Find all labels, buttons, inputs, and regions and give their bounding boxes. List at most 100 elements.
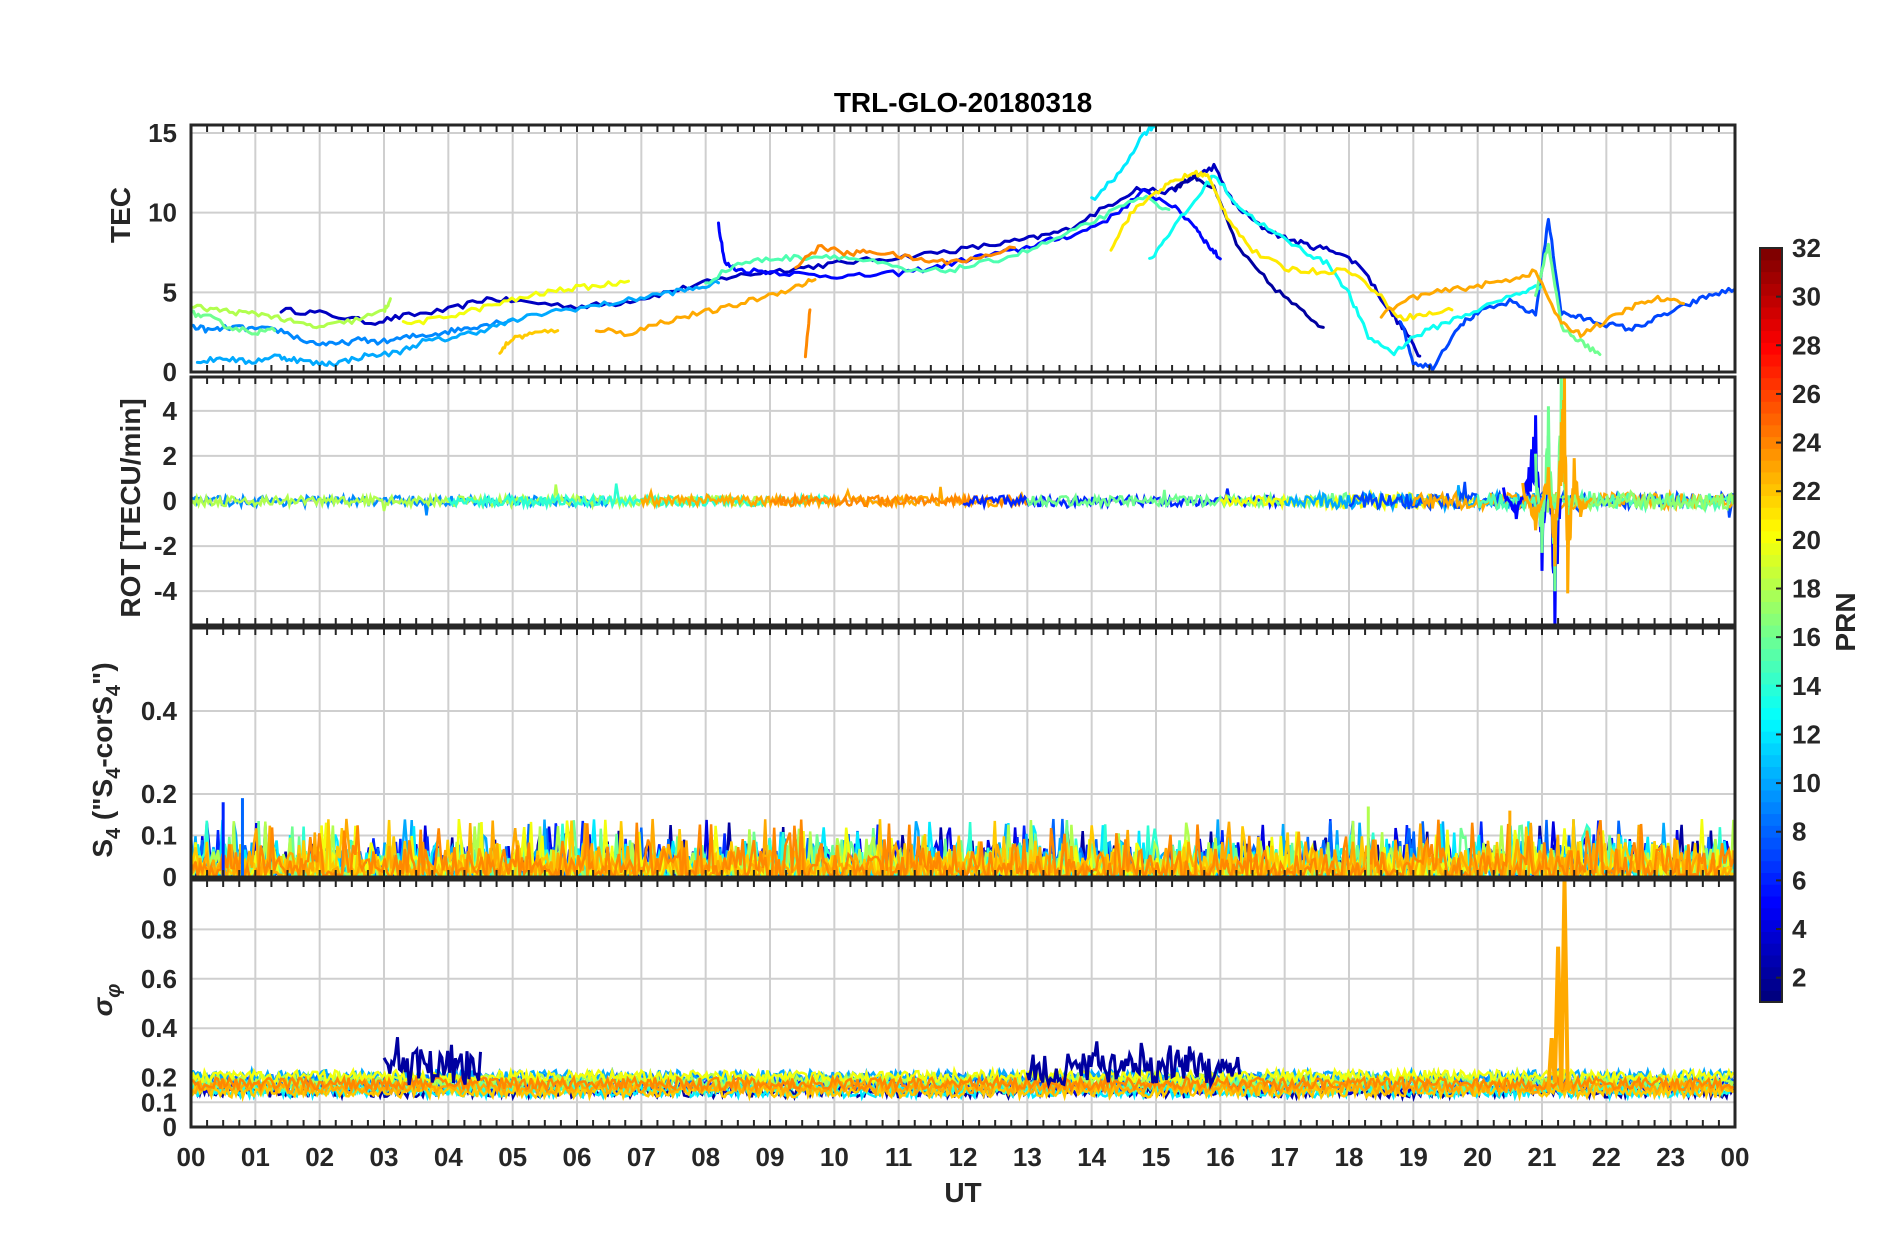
y-tick-label: 0.1 — [141, 1087, 177, 1117]
colorbar-segment — [1760, 789, 1782, 803]
colorbar-segment — [1760, 259, 1782, 273]
y-tick-label: 0.4 — [141, 696, 178, 726]
rot-axis-title: ROT [TECU/min] — [115, 398, 146, 617]
y-tick-label: 15 — [148, 118, 177, 148]
colorbar-segment — [1760, 648, 1782, 661]
x-tick-label: 13 — [1013, 1142, 1042, 1172]
colorbar-segment — [1760, 601, 1782, 614]
x-tick-label: 09 — [756, 1142, 785, 1172]
sigma-series-prn-24 — [191, 1073, 1734, 1095]
y-tick-label: -4 — [154, 576, 178, 606]
x-tick-label: 19 — [1399, 1142, 1428, 1172]
y-tick-label: 0.2 — [141, 1063, 177, 1093]
colorbar-tick-label: 18 — [1792, 574, 1821, 604]
colorbar-segment — [1760, 412, 1782, 426]
y-tick-label: 0.2 — [141, 779, 177, 809]
sigma-phi-axis-title: σφ — [87, 984, 125, 1017]
x-tick-label: 20 — [1463, 1142, 1492, 1172]
x-tick-label: 11 — [885, 1142, 913, 1172]
tec-series-prn-15 — [704, 194, 1171, 285]
panel-tec: 0 5 10 15 — [148, 118, 1737, 387]
panel-sigma-phi: 00.10.2 0.4 0.6 0.8 — [141, 878, 1737, 1142]
x-tick-label: 12 — [949, 1142, 978, 1172]
colorbar-segment — [1760, 248, 1782, 261]
y-tick-label: 0 — [163, 486, 177, 516]
colorbar-segment — [1760, 613, 1782, 626]
colorbar-segment — [1760, 365, 1782, 379]
plot-area — [191, 880, 1735, 1103]
colorbar-tick-label: 30 — [1792, 282, 1821, 312]
x-tick-label: 22 — [1592, 1142, 1621, 1172]
colorbar-segment — [1760, 954, 1782, 968]
colorbar-segment — [1760, 389, 1782, 402]
colorbar-segment — [1760, 271, 1782, 284]
tec-series-prn-24 — [794, 244, 1016, 270]
colorbar-segment — [1760, 625, 1782, 638]
tec-series-prn-7 — [1399, 217, 1735, 372]
tec-series-prn-22 — [498, 328, 560, 355]
colorbar-tick-label: 10 — [1792, 768, 1821, 798]
colorbar-segment — [1760, 530, 1782, 544]
x-tick-label: 23 — [1656, 1142, 1685, 1172]
x-tick-label: 18 — [1335, 1142, 1364, 1172]
panel-rot: -4 -2 0 2 4 — [154, 375, 1737, 627]
tec-series-prn-13 — [1148, 174, 1544, 357]
tec-series-prn-24 — [803, 308, 812, 359]
tec-axis-title: TEC — [105, 187, 136, 243]
colorbar-segment — [1760, 719, 1782, 732]
x-tick-label: 03 — [370, 1142, 399, 1172]
y-tick-label: 5 — [163, 277, 177, 307]
x-tick-label: 17 — [1270, 1142, 1299, 1172]
colorbar-segment — [1760, 377, 1782, 390]
chart-title: TRL-GLO-20180318 — [834, 87, 1092, 118]
x-tick-label: 07 — [627, 1142, 656, 1172]
tec-series-prn-10 — [195, 279, 720, 367]
panel-frame — [189, 626, 1737, 879]
colorbar-tick-label: 32 — [1792, 233, 1821, 263]
colorbar-label: PRN — [1830, 592, 1861, 651]
colorbar-segment — [1760, 860, 1782, 874]
plot-area — [191, 125, 1735, 372]
colorbar-tick-label: 16 — [1792, 622, 1821, 652]
x-tick-label: 08 — [691, 1142, 720, 1172]
tec-series-prn-20 — [401, 279, 630, 326]
colorbar-segment — [1760, 766, 1782, 779]
tec-series-prn-23 — [1379, 268, 1685, 338]
y-tick-label: 0.8 — [141, 914, 177, 944]
x-tick-label: 06 — [563, 1142, 592, 1172]
y-tick-label: 10 — [148, 198, 177, 228]
colorbar-segment — [1760, 731, 1782, 744]
y-tick-label: 0 — [163, 1112, 177, 1142]
tec-series-prn-5 — [717, 188, 1222, 280]
colorbar-segment — [1760, 566, 1782, 579]
colorbar-segment — [1760, 518, 1782, 532]
sigma-enhanced-prn-2 — [382, 1037, 482, 1086]
y-tick-label: 0 — [163, 357, 177, 387]
colorbar-tick-label: 2 — [1792, 963, 1806, 993]
colorbar-tick-label: 4 — [1792, 914, 1807, 944]
x-tick-label: 00 — [1721, 1142, 1750, 1172]
x-tick-labels: 00 01 02 03 04 05 06 07 08 09 10 11 12 13 14 15 16 17 18 19… — [177, 1142, 1750, 1172]
y-tick-label: -2 — [154, 531, 177, 561]
colorbar-segment — [1760, 707, 1782, 720]
colorbar-segment — [1760, 460, 1782, 473]
colorbar-tick-label: 24 — [1792, 428, 1821, 458]
x-tick-label: 05 — [498, 1142, 527, 1172]
colorbar-segment — [1760, 825, 1782, 838]
x-tick-label: 04 — [434, 1142, 463, 1172]
colorbar-segment — [1760, 554, 1782, 567]
colorbar-segment — [1760, 295, 1782, 308]
colorbar-segment — [1760, 436, 1782, 449]
colorbar-segment — [1760, 990, 1782, 1003]
colorbar-tick-label: 6 — [1792, 865, 1806, 895]
y-tick-label: 0.4 — [141, 1013, 178, 1043]
x-tick-label: 01 — [241, 1142, 270, 1172]
colorbar-segment — [1760, 884, 1782, 897]
colorbar-frame — [1759, 247, 1783, 1003]
y-tick-label: 0 — [163, 862, 177, 892]
colorbar-tick-label: 22 — [1792, 476, 1821, 506]
colorbar-segment — [1760, 837, 1782, 850]
tec-series-prn-23 — [594, 278, 817, 338]
panel-frame — [189, 375, 1737, 627]
